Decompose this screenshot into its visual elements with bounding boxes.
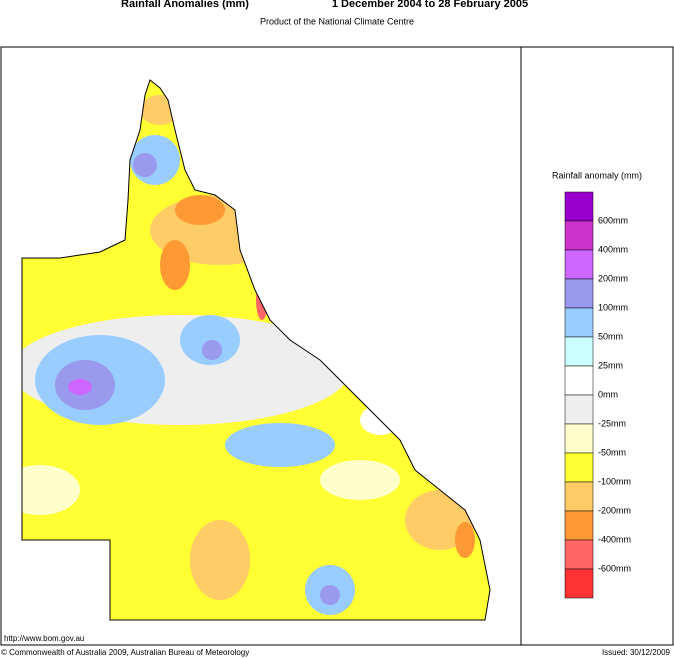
legend-title: Rainfall anomaly (mm) [552, 170, 642, 180]
legend-swatch [564, 568, 594, 599]
legend-swatch [564, 220, 594, 251]
subtitle: Product of the National Climate Centre [260, 16, 414, 26]
legend-label: 0mm [598, 389, 618, 399]
legend-label: -600mm [598, 563, 631, 573]
legend-swatch [564, 510, 594, 541]
legend-label: -400mm [598, 534, 631, 544]
frame [0, 46, 674, 646]
legend-label: -200mm [598, 505, 631, 515]
legend-swatch [564, 365, 594, 396]
url: http://www.bom.gov.au [4, 634, 84, 643]
legend-swatch [564, 278, 594, 309]
legend-label: -25mm [598, 418, 626, 428]
legend-swatch [564, 336, 594, 367]
period: 1 December 2004 to 28 February 2005 [332, 0, 528, 10]
legend-swatch [564, 191, 594, 222]
legend-swatch [564, 452, 594, 483]
map [22, 80, 490, 620]
issued: Issued: 30/12/2009 [602, 648, 671, 657]
legend-swatch [564, 423, 594, 454]
legend-swatch [564, 539, 594, 570]
copyright: © Commonwealth of Australia 2009, Austra… [1, 648, 249, 657]
legend-label: 100mm [598, 302, 628, 312]
legend-label: 600mm [598, 215, 628, 225]
legend-label: 200mm [598, 273, 628, 283]
legend-label: -100mm [598, 476, 631, 486]
title: Rainfall Anomalies (mm) [121, 0, 249, 10]
legend-swatch [564, 249, 594, 280]
legend-label: 25mm [598, 360, 623, 370]
legend-label: -50mm [598, 447, 626, 457]
legend-swatch [564, 481, 594, 512]
legend: 600mm 400mm 200mm 100mm 50mm 25mm 0mm -25mm -50m… [564, 191, 631, 599]
legend-label: 400mm [598, 244, 628, 254]
legend-swatch [564, 394, 594, 425]
legend-label: 50mm [598, 331, 623, 341]
legend-swatch [564, 307, 594, 338]
